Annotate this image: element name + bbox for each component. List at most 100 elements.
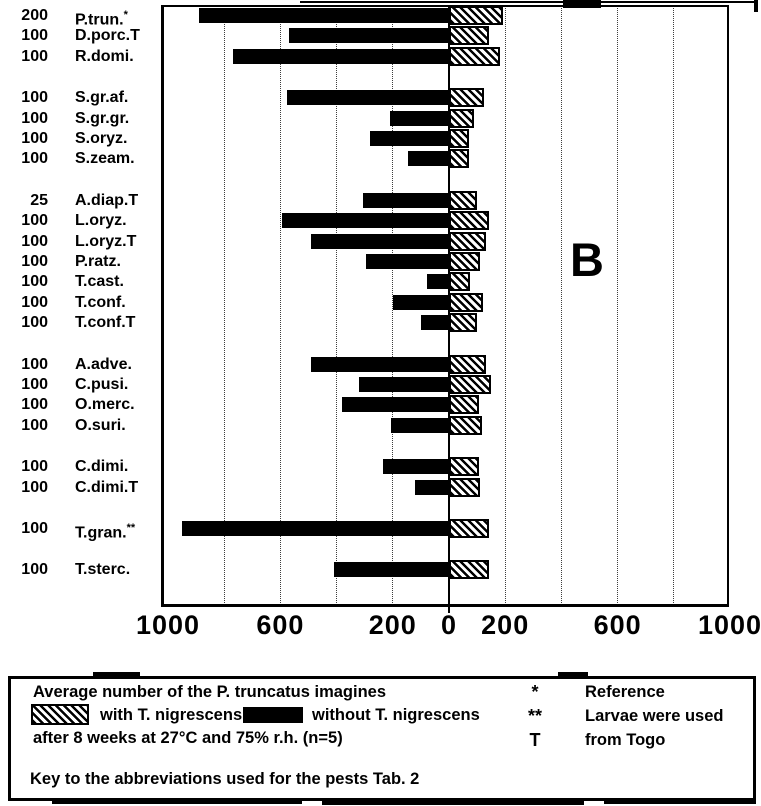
row-count-label: 100 (21, 150, 48, 168)
bar-with-nigrescens (449, 231, 486, 251)
scan-artifact-top-right-mark (754, 0, 758, 12)
bar-with-nigrescens (449, 88, 485, 108)
bar-without-nigrescens (232, 48, 449, 64)
row-species-label: P.trun.* (75, 9, 128, 29)
row-species-label: T.cast. (75, 273, 124, 291)
gridline (279, 8, 281, 603)
row-species-label: C.dimi. (75, 458, 129, 476)
bar-without-nigrescens (198, 8, 449, 23)
gridline (673, 8, 675, 603)
bar-without-nigrescens (392, 294, 449, 310)
gridline (223, 8, 225, 603)
row-count-label: 100 (21, 109, 48, 127)
row-species-label: O.suri. (75, 416, 126, 434)
legend-note-symbol-larvae: ** (527, 706, 542, 726)
bar-without-nigrescens (408, 151, 449, 167)
gridline (560, 8, 562, 603)
bar-with-nigrescens (449, 211, 489, 231)
scan-artifact-bottom-line-3 (604, 799, 756, 804)
legend-note-symbol-reference: * (531, 682, 539, 702)
legend-note-symbol-togo: T (529, 730, 541, 750)
row-count-label: 100 (21, 89, 48, 107)
bar-with-nigrescens (449, 46, 500, 66)
row-count-label: 100 (21, 458, 48, 476)
bar-without-nigrescens (182, 521, 449, 536)
bar-with-nigrescens (449, 190, 478, 210)
panel-b-label: B (570, 233, 604, 286)
row-count-label: 100 (21, 478, 48, 496)
bar-with-nigrescens (449, 415, 482, 435)
scan-artifact-legend-top-1 (93, 672, 140, 677)
bar-with-nigrescens (449, 313, 478, 333)
row-species-label: L.oryz.T (75, 232, 137, 250)
bar-with-nigrescens (449, 129, 469, 148)
x-axis-tick-label: 600 (593, 610, 642, 640)
bar-without-nigrescens (342, 397, 449, 413)
bar-with-nigrescens (449, 354, 486, 374)
x-axis-tick-label: 1000 (135, 610, 201, 640)
bar-with-nigrescens (449, 26, 489, 46)
bar-without-nigrescens (363, 192, 449, 208)
scan-artifact-bottom-line-2 (322, 799, 584, 805)
row-species-label: A.adve. (75, 355, 132, 373)
row-species-label: A.diap.T (75, 191, 139, 209)
row-species-label: S.zeam. (75, 150, 135, 168)
bar-without-nigrescens (420, 315, 449, 331)
row-species-label: O.merc. (75, 396, 135, 414)
row-count-label: 100 (21, 396, 48, 414)
bar-without-nigrescens (382, 459, 449, 475)
x-axis-tick-label: 1000 (697, 610, 761, 640)
bar-with-nigrescens (449, 6, 503, 25)
bar-without-nigrescens (281, 213, 449, 229)
species-label-superscript: * (123, 9, 128, 21)
bar-without-nigrescens (311, 233, 449, 249)
scan-artifact-bottom-line-1 (52, 799, 302, 804)
x-axis-tick-label: 200 (368, 610, 417, 640)
legend-line-average: Average number of the P. truncatus imagi… (33, 683, 387, 701)
row-count-label: 100 (21, 561, 48, 579)
row-count-label: 100 (21, 376, 48, 393)
row-count-label: 100 (21, 130, 48, 147)
row-species-label: T.conf. (75, 293, 126, 311)
legend-note-text-reference: Reference (585, 683, 665, 701)
row-species-label: R.domi. (75, 47, 134, 65)
row-species-label: S.gr.af. (75, 89, 129, 107)
x-axis-tick-label: 200 (481, 610, 530, 640)
row-count-label: 200 (21, 7, 48, 24)
row-species-label: C.dimi.T (75, 478, 139, 496)
legend-conditions-line: after 8 weeks at 27°C and 75% r.h. (n=5) (33, 729, 343, 747)
row-count-label: 100 (21, 520, 48, 537)
bar-with-nigrescens (449, 457, 479, 477)
row-count-label: 100 (21, 253, 48, 270)
scan-artifact-top-line (300, 1, 757, 3)
species-label-superscript: ** (126, 522, 136, 534)
row-count-label: 100 (21, 47, 48, 65)
bar-without-nigrescens (359, 377, 449, 392)
legend-black-label: without T. nigrescens (312, 706, 480, 724)
row-count-label: 100 (21, 27, 48, 45)
bar-with-nigrescens (449, 477, 481, 497)
bar-without-nigrescens (333, 562, 449, 578)
row-species-label: C.pusi. (75, 376, 129, 393)
bar-without-nigrescens (391, 417, 449, 433)
bar-with-nigrescens (449, 108, 475, 128)
scan-artifact-top-blob (563, 0, 601, 8)
legend-note-text-togo: from Togo (585, 731, 666, 749)
bar-with-nigrescens (449, 149, 469, 169)
bar-with-nigrescens (449, 292, 483, 312)
row-count-label: 100 (21, 355, 48, 373)
gridline (336, 8, 338, 603)
bar-without-nigrescens (389, 110, 449, 126)
row-count-label: 100 (21, 293, 48, 311)
bar-with-nigrescens (449, 375, 492, 394)
row-species-label: T.gran.** (75, 522, 136, 542)
scan-artifact-legend-top-2 (558, 672, 588, 677)
row-count-label: 100 (21, 273, 48, 291)
row-species-label: L.oryz. (75, 212, 127, 230)
bar-with-nigrescens (449, 272, 471, 292)
bar-without-nigrescens (287, 90, 449, 106)
bar-without-nigrescens (311, 356, 449, 372)
row-count-label: 100 (21, 416, 48, 434)
